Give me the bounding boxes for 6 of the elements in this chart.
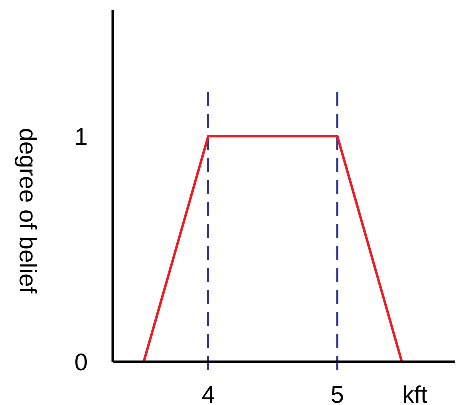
x-tick-label: 5	[330, 382, 344, 405]
y-tick-label: 1	[74, 124, 88, 151]
y-tick-label: 0	[74, 349, 88, 376]
x-axis-title: kft	[402, 382, 428, 405]
x-tick-label: 4	[202, 382, 216, 405]
y-axis-title: degree of belief	[14, 128, 41, 294]
